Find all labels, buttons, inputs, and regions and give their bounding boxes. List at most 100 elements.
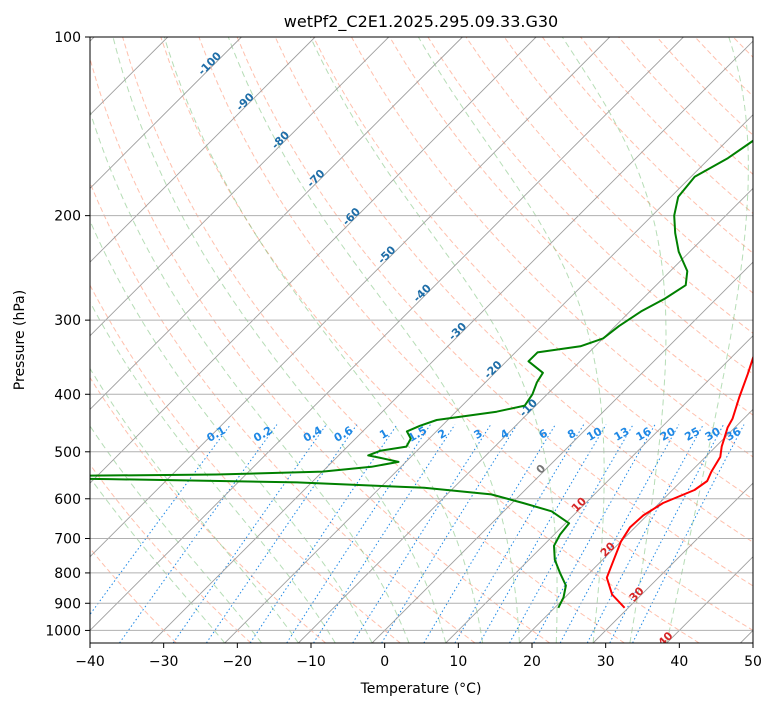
x-tick-label: 0 (380, 654, 389, 670)
isotherm-line (150, 40, 753, 643)
y-tick-label: 800 (54, 566, 81, 582)
plot-frame (89, 36, 754, 644)
isotherm-label: -90 (233, 90, 256, 113)
dewpoint-profile-line (90, 139, 753, 609)
isotherm-label: 40 (656, 629, 676, 649)
isotherm-line (371, 261, 753, 643)
moist-adiabat (90, 301, 336, 643)
y-tick-label: 200 (54, 209, 81, 225)
moist-adiabat (90, 109, 410, 643)
y-tick-label: 700 (54, 532, 81, 548)
mixing-ratio-line (172, 424, 327, 643)
isotherm-label: 10 (569, 494, 589, 514)
isotherm-line (90, 37, 316, 263)
isotherm-line (90, 37, 611, 558)
dry-adiabat (90, 376, 326, 643)
mixing-ratio-label: 13 (612, 425, 632, 444)
isotherm-line (592, 482, 753, 643)
temperature-profile-line (605, 354, 753, 609)
moist-adiabat (227, 37, 520, 643)
dry-adiabat (503, 37, 753, 294)
mixing-ratio-label: 8 (565, 427, 578, 442)
isotherm-label: -40 (411, 281, 434, 304)
plot-area: 0.1 0.2 0.4 0.6 1 1.5 2 3 4 6 8 10 13 16 20 25 30 36-100-… (90, 37, 775, 649)
mixing-ratio-label: 0.1 (205, 424, 228, 445)
mixing-ratio-line (119, 424, 278, 643)
x-axis-title: Temperature (°C) (360, 681, 482, 697)
x-tick-label: 30 (597, 654, 615, 670)
dry-adiabat (90, 181, 476, 643)
y-tick-label: 400 (54, 387, 81, 403)
y-tick-label: 300 (54, 313, 81, 329)
x-tick-label: 10 (449, 654, 467, 670)
mixing-ratio-line (381, 424, 518, 643)
mixing-ratio-label: 25 (682, 425, 702, 444)
dry-adiabat (771, 37, 775, 643)
x-tick-label: −30 (149, 654, 179, 670)
y-axis-title: Pressure (hPa) (12, 290, 28, 390)
dry-adiabat (694, 37, 753, 97)
y-tick-label: 900 (54, 596, 81, 612)
moist-adiabat (417, 37, 605, 643)
moist-adiabat (90, 476, 226, 643)
mixing-ratio-line (632, 424, 745, 643)
dry-adiabat (160, 37, 700, 643)
x-axis: −40 −30 −20 −10 0 10 20 30 40 50 (75, 643, 762, 670)
profiles (90, 139, 753, 609)
moist-adiabat (163, 37, 484, 643)
mixing-ratio-line (352, 424, 492, 643)
moist-adiabat (90, 367, 299, 643)
mixing-ratio-line (249, 424, 398, 643)
mixing-ratio-line (586, 424, 704, 643)
y-tick-label: 1000 (45, 623, 81, 639)
isotherm-line (90, 37, 242, 190)
mixing-ratio-line (423, 424, 556, 643)
mixing-ratio-line (609, 424, 724, 643)
line-labels: 0.1 0.2 0.4 0.6 1 1.5 2 3 4 6 8 10 13 16 20 25 30 36-100-… (195, 49, 743, 649)
mixing-ratio-line (533, 424, 656, 643)
mixing-ratio-label: 2 (436, 427, 449, 442)
mixing-ratio-line (509, 424, 634, 643)
isotherm-line (445, 335, 753, 643)
y-tick-label: 600 (54, 492, 81, 508)
moist-adiabat (561, 37, 667, 643)
moist-adiabat (112, 37, 447, 643)
dry-adiabat (198, 37, 753, 631)
dry-adiabats (90, 37, 775, 643)
dry-adiabat (351, 37, 753, 458)
x-tick-label: −40 (75, 654, 105, 670)
dry-adiabat (427, 37, 753, 375)
moist-adiabat (90, 219, 373, 643)
mixing-ratio-line (559, 424, 680, 643)
mixing-ratio-label: 30 (703, 425, 723, 444)
isotherm-label: -70 (304, 167, 327, 190)
mixing-ratio-label: 0.6 (332, 424, 356, 445)
isotherm-line (224, 114, 753, 643)
x-tick-label: 50 (744, 654, 762, 670)
moist-adiabats (90, 37, 749, 643)
x-tick-label: −20 (223, 654, 253, 670)
dry-adiabat (90, 463, 252, 643)
dry-adiabat (312, 37, 753, 500)
isotherm-label: -80 (269, 128, 292, 151)
y-tick-label: 100 (54, 30, 81, 46)
mixing-ratio-line (313, 424, 456, 643)
dry-adiabat (618, 37, 753, 175)
mixing-ratio-line (205, 424, 358, 643)
isotherm-label: -50 (375, 243, 398, 266)
mixing-ratio-label: 6 (537, 427, 550, 442)
mixing-ratio-label: 16 (634, 425, 654, 444)
isotherm-label: 30 (627, 584, 647, 604)
x-tick-label: −10 (296, 654, 326, 670)
dry-adiabat (90, 284, 401, 643)
isotherm-line (90, 37, 463, 411)
isotherm-line (90, 37, 537, 484)
mixing-ratio-label: 0.2 (251, 424, 274, 445)
isotherm-line (90, 37, 390, 337)
isotherm-line (90, 37, 684, 632)
mixing-ratio-lines (90, 424, 745, 643)
mixing-ratio-line (479, 424, 607, 643)
moist-adiabat (666, 37, 749, 643)
mixing-ratio-label: 4 (498, 427, 511, 442)
